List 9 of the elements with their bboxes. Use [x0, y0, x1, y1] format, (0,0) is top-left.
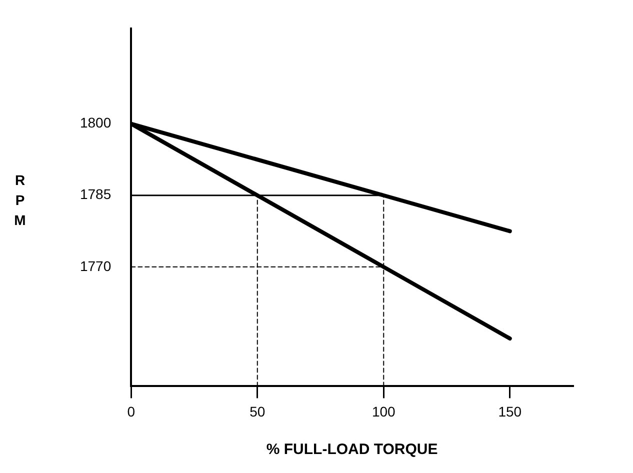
x-tick-label: 150	[498, 403, 522, 420]
y-tick-label: 1785	[80, 186, 112, 202]
y-tick-label: 1770	[80, 258, 112, 274]
y-tick-label: 1800	[80, 114, 112, 131]
x-tick-label: 100	[372, 403, 396, 420]
x-axis-title: % FULL-LOAD TORQUE	[266, 441, 438, 458]
x-tick-label: 0	[127, 403, 136, 420]
y-axis-title: RPM	[13, 171, 27, 230]
x-tick-label: 50	[250, 403, 266, 420]
